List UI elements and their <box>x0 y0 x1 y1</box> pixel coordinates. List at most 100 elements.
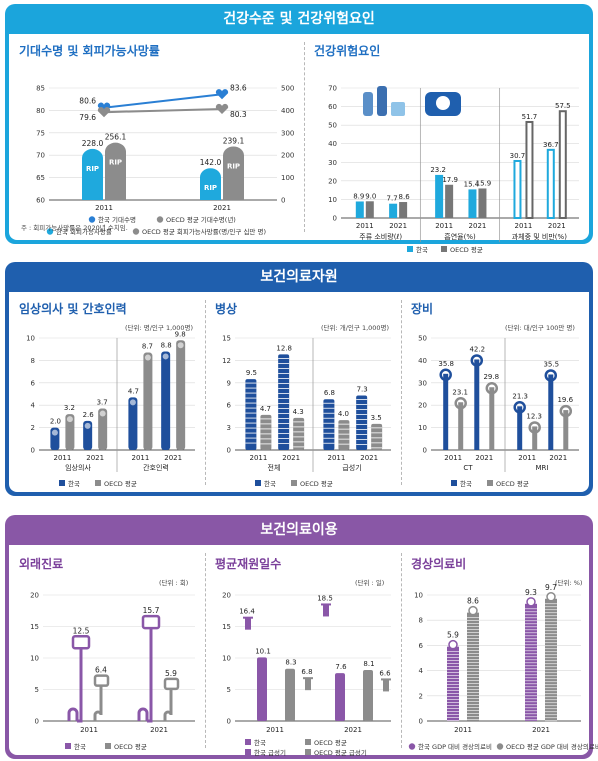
bar-korea <box>435 174 444 218</box>
x-tick-label: 2011 <box>53 454 71 462</box>
scanner-ring-icon <box>513 401 526 414</box>
legend-swatch <box>105 743 111 749</box>
bar-korea <box>83 420 93 450</box>
chart-beds: 151296309.54.7201112.84.32021전체6.84.0201… <box>222 335 391 488</box>
data-label: 36.7 <box>543 141 559 149</box>
y-tick-label: 75 <box>36 129 45 137</box>
legend-swatch <box>245 739 251 745</box>
series-line <box>103 108 223 114</box>
data-label: 7.6 <box>335 663 347 671</box>
data-label: 18.5 <box>317 594 333 602</box>
data-label: 228.0 <box>82 139 104 148</box>
bar-oecd <box>365 201 374 218</box>
x-tick-label: 2011 <box>435 222 453 230</box>
coin-icon <box>468 605 478 616</box>
bar-oecd <box>489 387 495 450</box>
y-tick-label: 30 <box>328 159 337 167</box>
bar-oecd <box>163 687 173 721</box>
person-head-icon <box>51 429 58 436</box>
data-label: 5.9 <box>165 669 177 678</box>
data-label: 35.8 <box>438 360 454 368</box>
data-label: 7.3 <box>357 385 368 393</box>
bar-korea <box>161 351 171 450</box>
tombstone-text: RIP <box>109 159 122 167</box>
y-tick-label: 0 <box>419 718 423 726</box>
y-tick-label: 50 <box>328 122 337 130</box>
divider <box>401 300 402 485</box>
panel-title-stay: 평균재원일수 <box>215 557 282 571</box>
data-label: 80.3 <box>230 110 247 119</box>
data-label: 8.7 <box>142 343 153 351</box>
legend-label: OECD 평균 회피가능사망률(명/인구 십만 명) <box>142 227 266 236</box>
y-tick-label: 70 <box>36 152 45 160</box>
bar-oecd <box>93 684 103 721</box>
group-label: 과체중 및 비만(%) <box>512 232 567 241</box>
chart-spending: 10 8 6 4 2 0 5.9 8.6 2011 9.3 9.7 2021 한국 GDP 대비 경상의… <box>408 583 598 751</box>
y-tick-label: 15 <box>222 335 231 343</box>
x-tick-label: 2011 <box>249 454 267 462</box>
group-label: 주류 소비량(ℓ) <box>359 232 402 241</box>
bar-korea <box>517 406 523 450</box>
bar-korea <box>257 657 267 721</box>
legend-label: OECD 평균 GDP 대비 경상의료비 <box>506 742 598 751</box>
legend-swatch <box>255 480 261 486</box>
y-tick-label: 10 <box>30 655 39 663</box>
heart-marker <box>215 103 229 115</box>
data-label: 5.9 <box>447 631 459 640</box>
data-label: 12.3 <box>526 412 542 420</box>
unit-spending: (단위: %) <box>555 579 583 587</box>
panel-title-outpatient: 외래진료 <box>19 557 64 571</box>
section-utilization: 보건의료이용 외래진료 (단위 : 회) 평균재원일수 (단위 : 일) 경상의… <box>5 515 598 759</box>
legend-swatch <box>59 480 65 486</box>
y-tick-label-right: 100 <box>281 174 294 182</box>
y-tick-label: 65 <box>36 174 45 182</box>
y-tick-label: 0 <box>227 447 231 455</box>
data-label: 9.8 <box>175 330 186 338</box>
x-tick-label: 2011 <box>80 726 98 734</box>
bar-oecd <box>260 414 272 450</box>
chart-life-expectancy: 85 80 75 70 65 60 500 400 300 200 100 0 RIP 228.0 RIP 1… <box>36 83 294 236</box>
heart-marker <box>215 89 229 100</box>
y-tick-label: 40 <box>418 357 427 365</box>
section-health-status: 건강수준 및 건강위험요인 기대수명 및 회피가능사망률 건강위험요인 85 80… <box>5 4 593 254</box>
data-label: 9.7 <box>545 583 557 592</box>
scanner-ring-icon <box>439 368 452 382</box>
cigarette-pack-icon <box>391 102 405 116</box>
data-label: 16.4 <box>239 608 255 616</box>
legend-label: OECD 평균 급성기 <box>314 748 367 757</box>
stethoscope-head-icon <box>71 635 91 650</box>
y-tick-label: 10 <box>418 424 427 432</box>
data-label: 4.3 <box>293 408 304 416</box>
data-label: 2.6 <box>83 411 95 419</box>
bar-oecd <box>371 423 383 450</box>
y-tick-label-right: 400 <box>281 107 294 115</box>
data-label: 8.3 <box>285 659 296 667</box>
y-tick-label: 4 <box>419 667 424 675</box>
data-label: 4.0 <box>338 410 349 418</box>
y-tick-label: 10 <box>414 592 423 600</box>
bar-korea <box>474 359 480 450</box>
legend-label: 한국 <box>460 480 472 488</box>
bar-korea <box>128 397 138 450</box>
group-label: CT <box>463 464 473 472</box>
legend-label: OECD 평균 <box>114 742 147 751</box>
data-label: 30.7 <box>510 152 526 160</box>
bar-korea <box>356 395 368 450</box>
data-label: 57.5 <box>555 102 571 110</box>
data-label: 9.0 <box>365 192 376 200</box>
panel-title-doctors: 임상의사 및 간호인력 <box>19 302 127 316</box>
bar-korea <box>245 379 257 450</box>
tombstone-text: RIP <box>227 162 240 170</box>
x-tick-label: 2021 <box>475 454 493 462</box>
panel-title-risk: 건강위험요인 <box>314 44 381 58</box>
x-tick-label: 2021 <box>389 222 407 230</box>
data-label: 29.8 <box>483 373 499 381</box>
legend-label: 한국 <box>264 480 276 488</box>
x-tick-label: 2021 <box>213 204 231 212</box>
heart-marker <box>97 107 111 118</box>
scanner-ring-icon <box>470 354 484 367</box>
bar-oecd-acute <box>305 678 311 691</box>
legend-label: OECD 평균 <box>104 479 137 488</box>
bar-korea <box>525 603 537 721</box>
data-label: 256.1 <box>105 133 127 142</box>
